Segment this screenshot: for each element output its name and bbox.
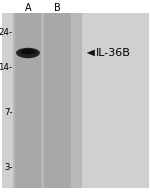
Ellipse shape [16,48,40,58]
Text: B: B [54,3,61,13]
Text: 7-: 7- [4,108,13,117]
Text: IL-36B: IL-36B [96,48,131,58]
Text: 24-: 24- [0,28,13,37]
Text: A: A [25,3,31,13]
Text: 3-: 3- [4,163,13,172]
Bar [13,13,82,188]
Bar [15,13,41,188]
Ellipse shape [21,49,35,55]
Bar [44,13,71,188]
FancyArrow shape [87,50,95,56]
Text: 14-: 14- [0,63,13,72]
